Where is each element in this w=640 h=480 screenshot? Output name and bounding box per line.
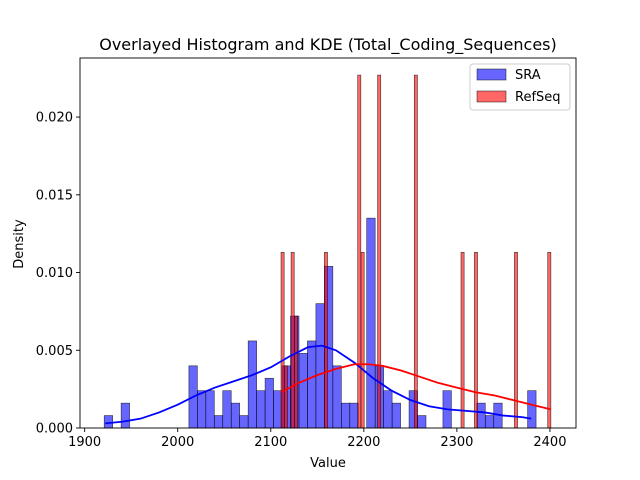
x-axis: 1900 2000 2100 2200 2300 2400 (68, 428, 566, 450)
bar-sra (239, 415, 249, 429)
bar-refseq (460, 252, 465, 429)
kde-line-sra (105, 344, 532, 425)
bar-sra (366, 217, 376, 429)
x-axis-label: Value (310, 456, 346, 471)
y-tick-label: 0.010 (36, 266, 73, 281)
legend-swatch-sra (476, 68, 507, 81)
bar-sra (391, 402, 401, 429)
bar-sra (256, 390, 266, 429)
bar-sra (120, 402, 130, 429)
x-tick-label: 2300 (440, 435, 473, 450)
x-tick-label: 2200 (347, 435, 380, 450)
x-tick-label: 2400 (533, 435, 566, 450)
plot-area (79, 57, 577, 429)
bar-refseq (324, 252, 328, 429)
bar-sra (527, 390, 537, 429)
bar-refseq (474, 252, 478, 429)
bar-sra (247, 340, 257, 429)
chart-title: Overlayed Histogram and KDE (Total_Codin… (99, 35, 557, 55)
legend-swatch-refseq (476, 90, 507, 103)
bar-sra (213, 415, 224, 429)
bar-refseq (547, 252, 552, 429)
kde-line-refseq (280, 363, 552, 411)
bar-sra (383, 390, 393, 429)
bar-refseq (284, 365, 288, 429)
bar-sra (298, 353, 308, 429)
bar-refseq (360, 252, 365, 429)
bar-sra (484, 415, 495, 429)
bar-refseq (377, 74, 382, 429)
bar-sra (230, 402, 240, 429)
legend-label-refseq: RefSeq (515, 90, 561, 105)
x-tick-label: 1900 (68, 435, 101, 450)
bar-sra (332, 365, 342, 429)
y-tick-label: 0.015 (36, 188, 73, 203)
bar-refseq (357, 74, 362, 429)
bar-sra (222, 390, 232, 429)
bar-sra (341, 402, 351, 429)
bar-sra (417, 415, 427, 429)
legend-label-sra: SRA (515, 68, 541, 83)
x-tick-label: 2100 (254, 435, 287, 450)
bar-sra (315, 303, 325, 429)
legend: SRA RefSeq (469, 63, 571, 111)
bar-sra (197, 390, 207, 429)
bar-refseq (280, 252, 285, 429)
y-tick-label: 0.020 (36, 111, 73, 126)
bar-sra (103, 415, 113, 429)
bar-sra (264, 377, 274, 429)
y-axis: 0.000 0.005 0.010 0.015 0.020 (36, 111, 80, 437)
y-tick-label: 0.000 (36, 422, 73, 437)
y-tick-label: 0.005 (36, 344, 73, 359)
bar-sra (307, 340, 317, 429)
bar-refseq (290, 252, 295, 429)
axes-frame (79, 57, 577, 429)
bar-refseq (294, 315, 298, 429)
x-tick-label: 2000 (161, 435, 194, 450)
y-axis-label: Density (12, 219, 27, 269)
bar-sra (476, 402, 486, 429)
bar-sra (349, 402, 359, 429)
bar-sra (205, 390, 215, 429)
